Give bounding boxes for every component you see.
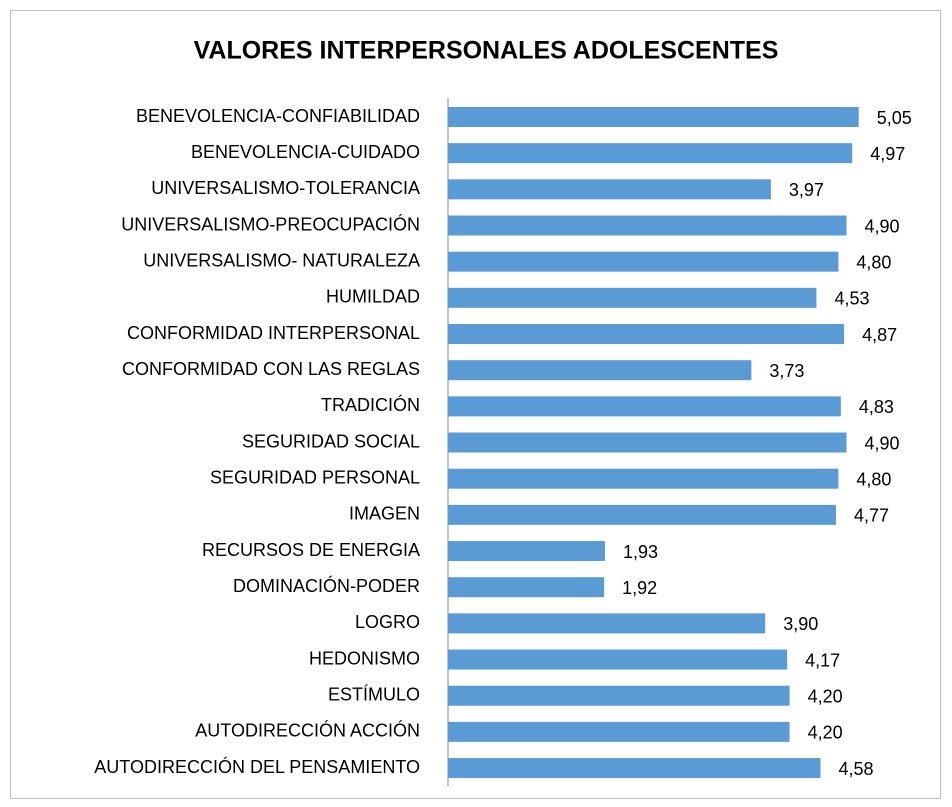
bar — [448, 541, 605, 562]
data-label: 4,83 — [859, 397, 894, 417]
data-label: 4,80 — [856, 252, 891, 272]
y-tick-label: BENEVOLENCIA-CUIDADO — [191, 142, 420, 162]
data-label: 4,17 — [805, 650, 840, 670]
bar — [448, 649, 788, 670]
y-tick-label: DOMINACIÓN-PODER — [233, 575, 420, 596]
data-label: 4,80 — [856, 469, 891, 489]
bar — [448, 143, 853, 164]
data-label: 4,90 — [865, 216, 900, 236]
y-tick-label: BENEVOLENCIA-CONFIABILIDAD — [136, 106, 420, 126]
y-tick-label: IMAGEN — [349, 504, 420, 524]
bar — [448, 360, 752, 381]
data-label: 3,97 — [789, 180, 824, 200]
bar — [448, 432, 847, 453]
y-tick-label: UNIVERSALISMO-TOLERANCIA — [151, 178, 420, 198]
data-label: 5,05 — [877, 108, 912, 128]
data-label: 4,20 — [808, 723, 843, 743]
bar — [448, 685, 790, 706]
y-tick-label: CONFORMIDAD CON LAS REGLAS — [122, 359, 420, 379]
bar — [448, 107, 859, 127]
bar — [448, 613, 766, 634]
bar — [448, 758, 821, 779]
bar — [448, 721, 790, 742]
y-tick-label: ESTÍMULO — [328, 684, 420, 704]
y-tick-label: UNIVERSALISMO- NATURALEZA — [143, 250, 420, 270]
y-tick-label: AUTODIRECCIÓN DEL PENSAMIENTO — [94, 756, 420, 777]
data-label: 1,92 — [622, 578, 657, 598]
y-tick-label: TRADICIÓN — [321, 394, 420, 415]
bar — [448, 179, 771, 200]
bar — [448, 287, 817, 308]
y-tick-label: SEGURIDAD PERSONAL — [210, 467, 420, 487]
y-tick-label: HUMILDAD — [326, 287, 420, 307]
bar — [448, 396, 841, 417]
chart-title: VALORES INTERPERSONALES ADOLESCENTES — [194, 37, 779, 65]
data-label: 3,73 — [769, 361, 804, 381]
bar — [448, 324, 845, 345]
data-label: 1,93 — [623, 542, 658, 562]
y-tick-label: CONFORMIDAD INTERPERSONAL — [127, 323, 420, 343]
data-label: 4,53 — [834, 289, 869, 309]
data-label: 4,87 — [862, 325, 897, 345]
y-tick-label: AUTODIRECCIÓN ACCIÓN — [195, 720, 420, 741]
data-label: 4,77 — [854, 506, 889, 526]
bar — [448, 215, 847, 236]
data-label: 4,97 — [870, 144, 905, 164]
y-tick-label: SEGURIDAD SOCIAL — [242, 431, 420, 451]
bar — [448, 251, 839, 272]
y-tick-label: HEDONISMO — [309, 648, 420, 668]
bar — [448, 504, 836, 525]
data-label: 4,20 — [808, 686, 843, 706]
bar — [448, 577, 605, 598]
y-tick-label: UNIVERSALISMO-PREOCUPACIÓN — [121, 213, 420, 234]
data-label: 4,90 — [865, 433, 900, 453]
bar — [448, 468, 839, 489]
data-label: 3,90 — [783, 614, 818, 634]
data-label: 4,58 — [839, 759, 874, 779]
y-tick-label: RECURSOS DE ENERGIA — [202, 540, 420, 560]
y-tick-label: LOGRO — [355, 612, 420, 632]
